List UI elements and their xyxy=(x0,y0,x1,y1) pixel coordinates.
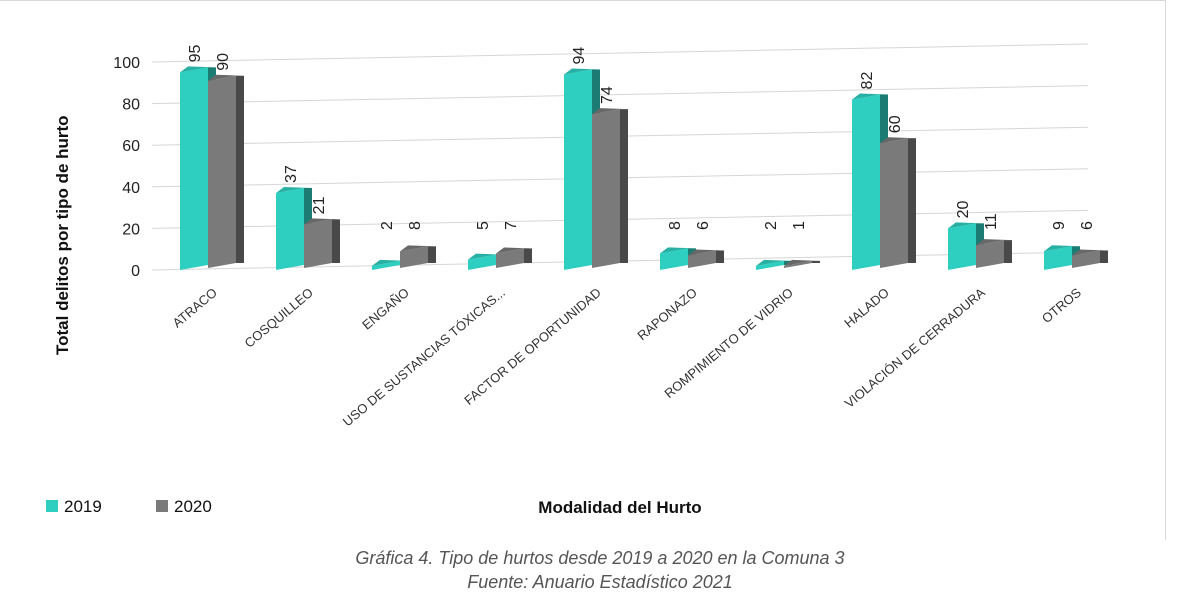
bar-2020-5 xyxy=(688,250,716,268)
bar-top-2020-9 xyxy=(1072,249,1108,256)
data-label-2019-7: 82 xyxy=(859,72,876,90)
bar-top-2019-3 xyxy=(468,253,504,260)
y-tick-label: 80 xyxy=(122,97,140,114)
data-label-2019-9: 9 xyxy=(1051,221,1068,230)
bar-2020-4 xyxy=(592,109,620,268)
bar-top-2019-9 xyxy=(1044,245,1080,252)
category-label-9: OTROS xyxy=(1039,285,1084,326)
bar-2020-3 xyxy=(496,248,524,268)
bar-2019-4 xyxy=(564,69,592,270)
legend-label-2019: 2019 xyxy=(64,497,102,516)
bar-2020-6 xyxy=(784,260,812,268)
category-label-3: USO DE SUSTANCIAS TÓXICAS... xyxy=(340,285,508,429)
bar-top-2020-1 xyxy=(304,218,340,225)
data-label-2019-1: 37 xyxy=(283,165,300,183)
bar-side-2020-2 xyxy=(428,246,436,263)
figure-caption: Gráfica 4. Tipo de hurtos desde 2019 a 2… xyxy=(355,548,845,568)
legend-label-2020: 2020 xyxy=(174,497,212,516)
chart-frame xyxy=(0,0,1166,540)
y-axis-title: Total delitos por tipo de hurto xyxy=(53,115,72,355)
data-label-2020-9: 6 xyxy=(1079,221,1096,230)
bar-2020-8 xyxy=(976,240,1004,268)
bar-top-2019-8 xyxy=(948,222,984,229)
bar-side-2020-3 xyxy=(524,248,532,263)
bar-2019-0 xyxy=(180,67,208,271)
data-label-2020-2: 8 xyxy=(407,221,424,230)
data-label-2019-2: 2 xyxy=(379,221,396,230)
gridline xyxy=(151,43,1089,63)
gridline xyxy=(151,85,1089,105)
bar-2019-8 xyxy=(948,223,976,270)
legend: 2019 2020 xyxy=(46,497,212,516)
bar-side-2020-6 xyxy=(812,260,820,263)
y-tick-label: 0 xyxy=(131,263,140,280)
legend-swatch-2020 xyxy=(156,500,168,512)
data-label-2020-7: 60 xyxy=(887,115,904,133)
y-tick-label: 20 xyxy=(122,221,140,238)
bar-2019-1 xyxy=(276,188,304,270)
category-label-1: COSQUILLEO xyxy=(242,285,316,351)
bar-top-2020-4 xyxy=(592,108,628,115)
bar-2020-2 xyxy=(400,246,428,268)
bar-top-2020-6 xyxy=(784,259,820,266)
data-label-2019-3: 5 xyxy=(475,221,492,230)
bar-2019-5 xyxy=(660,248,688,270)
bar-2020-1 xyxy=(304,219,332,268)
category-label-0: ATRACO xyxy=(170,285,220,331)
bars-layer xyxy=(180,66,1108,271)
bar-2019-2 xyxy=(372,260,400,270)
legend-swatch-2019 xyxy=(46,500,58,512)
bar-top-2019-5 xyxy=(660,247,696,254)
bar-2020-7 xyxy=(880,138,908,268)
bar-top-2019-4 xyxy=(564,68,600,75)
figure-source: Fuente: Anuario Estadístico 2021 xyxy=(467,572,733,592)
data-label-2020-3: 7 xyxy=(503,221,520,230)
data-label-2020-4: 74 xyxy=(599,86,616,104)
bar-top-2019-2 xyxy=(372,259,408,266)
y-tick-label: 40 xyxy=(122,180,140,197)
bar-side-2020-0 xyxy=(236,75,244,263)
bar-top-2020-2 xyxy=(400,245,436,252)
bar-top-2020-0 xyxy=(208,74,244,81)
bar-2020-9 xyxy=(1072,250,1100,268)
bar-2019-7 xyxy=(852,94,880,270)
category-label-7: HALADO xyxy=(841,285,892,331)
bar-2019-9 xyxy=(1044,246,1072,270)
data-label-2019-8: 20 xyxy=(955,201,972,219)
data-label-2019-4: 94 xyxy=(571,47,588,65)
data-label-2019-0: 95 xyxy=(187,45,204,63)
y-tick-label: 100 xyxy=(113,55,140,72)
data-label-2019-5: 8 xyxy=(667,221,684,230)
data-label-2020-5: 6 xyxy=(695,221,712,230)
data-label-2020-1: 21 xyxy=(311,196,328,214)
bar-side-2020-8 xyxy=(1004,240,1012,263)
data-label-2020-6: 1 xyxy=(791,221,808,230)
bar-side-2020-7 xyxy=(908,138,916,263)
data-label-2020-8: 11 xyxy=(983,213,1000,230)
bar-top-2019-7 xyxy=(852,93,888,100)
bar-side-2020-4 xyxy=(620,109,628,263)
bar-top-2020-3 xyxy=(496,247,532,254)
y-tick-label: 60 xyxy=(122,138,140,155)
bar-top-2020-5 xyxy=(688,249,724,256)
bar-top-2019-6 xyxy=(756,259,792,266)
category-label-2: ENGAÑO xyxy=(359,285,412,333)
data-label-2019-6: 2 xyxy=(763,221,780,230)
bar-top-2020-8 xyxy=(976,239,1012,246)
category-label-5: RAPONAZO xyxy=(634,285,700,343)
bar-2020-0 xyxy=(208,75,236,268)
x-axis-title: Modalidad del Hurto xyxy=(538,498,701,517)
bar-top-2020-7 xyxy=(880,137,916,144)
bar-2019-6 xyxy=(756,260,784,270)
bar-side-2020-9 xyxy=(1100,250,1108,263)
bar-side-2020-1 xyxy=(332,219,340,263)
bar-side-2020-5 xyxy=(716,250,724,263)
bar-top-2019-1 xyxy=(276,187,312,194)
bar-2019-3 xyxy=(468,254,496,270)
data-label-2020-0: 90 xyxy=(215,53,232,71)
bar-top-2019-0 xyxy=(180,66,216,73)
